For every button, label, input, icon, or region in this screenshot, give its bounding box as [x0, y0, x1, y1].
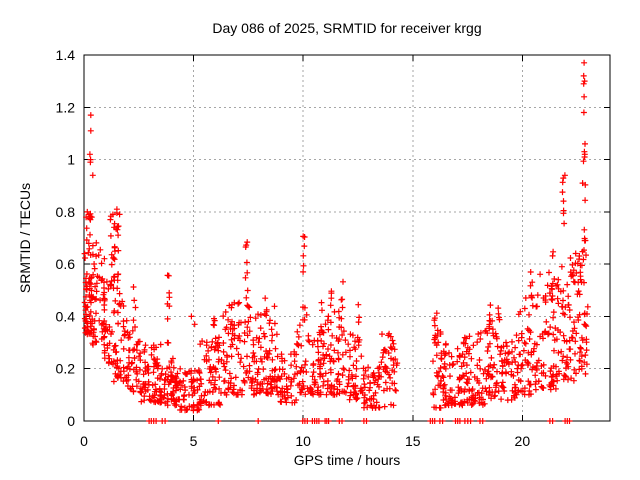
- y-tick-label: 0: [67, 413, 75, 429]
- y-tick-label: 1: [67, 152, 75, 168]
- x-tick-label: 20: [515, 433, 531, 449]
- y-tick-label: 1.4: [56, 47, 76, 63]
- x-tick-label: 15: [405, 433, 421, 449]
- grid-lines: [84, 55, 610, 421]
- x-axis-label: GPS time / hours: [293, 452, 401, 468]
- tick-labels: 0 5 10 15 20 0 0.2 0.4 0.6 0.8 1 1.2 1.4: [56, 47, 531, 449]
- x-tick-label: 5: [190, 433, 198, 449]
- y-tick-label: 0.2: [56, 361, 76, 377]
- data-points: [81, 59, 591, 424]
- x-tick-label: 0: [80, 433, 88, 449]
- y-tick-label: 1.2: [56, 99, 76, 115]
- y-tick-label: 0.6: [56, 256, 76, 272]
- y-tick-label: 0.8: [56, 204, 76, 220]
- chart-title: Day 086 of 2025, SRMTID for receiver krg…: [212, 20, 482, 36]
- x-tick-label: 10: [295, 433, 311, 449]
- axis-ticks: [83, 54, 610, 422]
- y-tick-label: 0.4: [56, 308, 76, 324]
- plot-border: [83, 54, 611, 422]
